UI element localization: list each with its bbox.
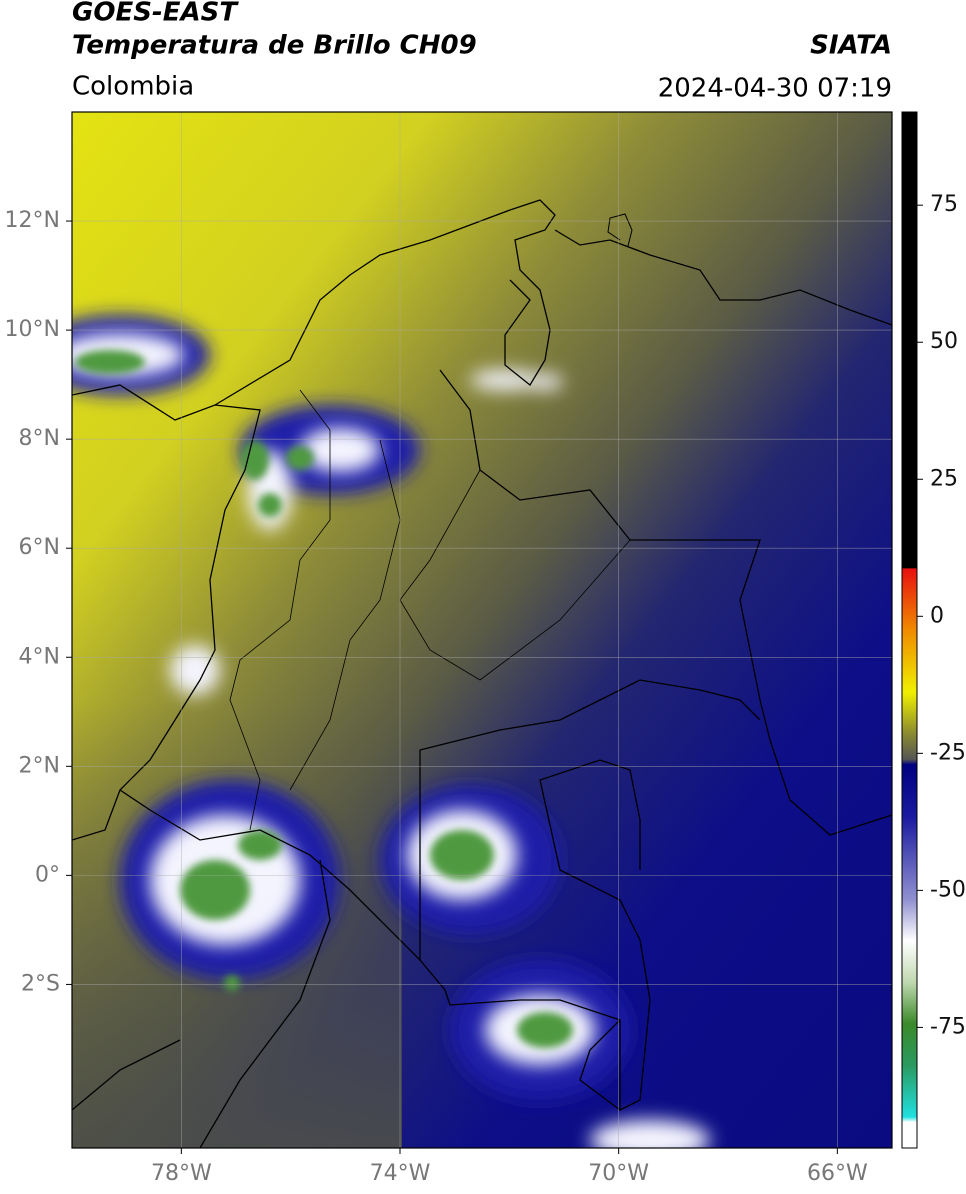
source: SIATA (810, 31, 892, 61)
y-tick-label: 6°N (19, 535, 60, 560)
y-tick-label: 8°N (19, 426, 60, 451)
x-tick-label: 78°W (151, 1161, 212, 1186)
borders (72, 199, 892, 1148)
y-tick-label: 2°S (21, 971, 60, 996)
colorbar-tick-label: 25 (930, 466, 958, 491)
y-tick-label: 2°N (19, 753, 60, 778)
satellite-image (72, 112, 892, 1148)
x-tick-label: 66°W (807, 1161, 868, 1186)
colorbar-tick-label: -75 (930, 1014, 966, 1039)
y-tick-label: 10°N (5, 317, 60, 342)
x-tick-label: 70°W (588, 1161, 649, 1186)
y-tick-label: 4°N (19, 644, 60, 669)
map-frame (71, 111, 893, 1149)
title: GOES-EAST (72, 0, 239, 28)
region: Colombia (72, 72, 194, 102)
colorbar-tick-label: -25 (930, 740, 966, 765)
grid (72, 112, 892, 1148)
colorbar-tick-label: 0 (930, 603, 944, 628)
x-tick-label: 74°W (370, 1161, 431, 1186)
timestamp: 2024-04-30 07:19 (658, 74, 892, 104)
y-tick-label: 0° (35, 862, 60, 887)
colorbar-tick-label: -50 (930, 877, 966, 902)
colorbar (901, 111, 918, 1149)
subtitle: Temperatura de Brillo CH09 (72, 31, 477, 61)
colorbar-tick-label: 75 (930, 192, 958, 217)
colorbar-tick-label: 50 (930, 329, 958, 354)
y-tick-label: 12°N (5, 208, 60, 233)
